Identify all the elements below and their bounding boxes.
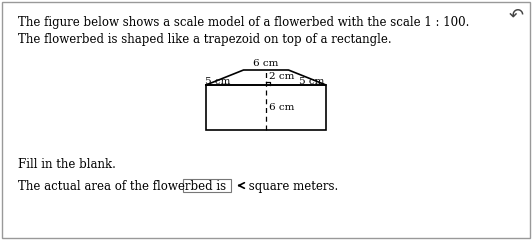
Text: 6 cm: 6 cm: [253, 59, 279, 68]
Text: Fill in the blank.: Fill in the blank.: [18, 158, 116, 171]
Text: 6 cm: 6 cm: [269, 103, 294, 112]
Text: ↶: ↶: [509, 7, 523, 25]
Text: square meters.: square meters.: [245, 180, 338, 193]
Text: The figure below shows a scale model of a flowerbed with the scale 1 : 100.: The figure below shows a scale model of …: [18, 16, 469, 29]
Text: 5 cm: 5 cm: [205, 77, 230, 86]
Bar: [206, 85, 326, 130]
Text: The flowerbed is shaped like a trapezoid on top of a rectangle.: The flowerbed is shaped like a trapezoid…: [18, 33, 392, 46]
Bar: [183, 179, 231, 192]
Text: 5 cm: 5 cm: [299, 77, 325, 86]
Text: 2 cm: 2 cm: [269, 72, 294, 81]
FancyBboxPatch shape: [2, 2, 530, 238]
Text: The actual area of the flowerbed is: The actual area of the flowerbed is: [18, 180, 226, 193]
